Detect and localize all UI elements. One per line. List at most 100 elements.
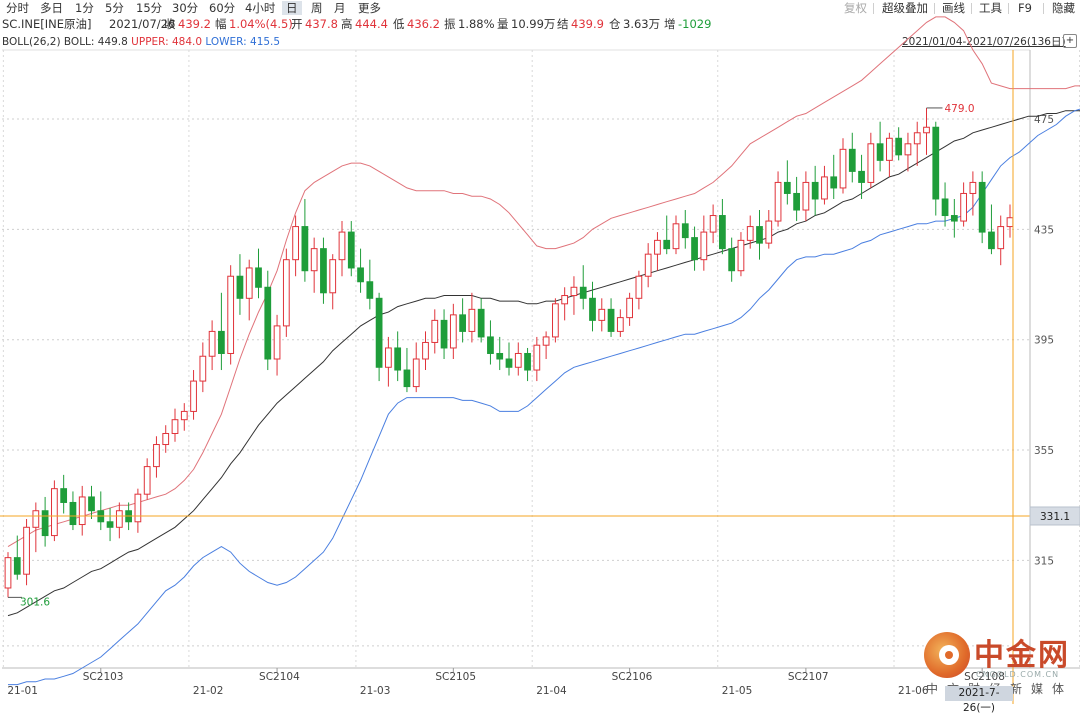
candle-body-down (681, 223, 689, 239)
candle-body-up (208, 330, 216, 357)
candle-body-up (654, 239, 661, 255)
candle-body-down (728, 248, 736, 272)
cursor-date-label: 2021-7-26(一) (945, 686, 1013, 714)
indicator-name[interactable]: BOLL(26,2) (2, 36, 61, 48)
boll-lower-line (8, 108, 1080, 686)
expand-icon[interactable]: + (1063, 34, 1077, 48)
candle-body-up (245, 267, 253, 299)
f9-button[interactable]: F9 (1018, 1, 1032, 15)
period-tab-multiday[interactable]: 多日 (40, 1, 63, 15)
candle-body-up (134, 493, 142, 523)
candle-body-down (941, 198, 949, 217)
x-month-label: 21-04 (536, 685, 567, 697)
draw-button[interactable]: 画线 (942, 1, 965, 15)
candle-body-up (190, 380, 197, 412)
candle-body-up (4, 557, 12, 589)
overlay-button[interactable]: 超级叠加 (882, 1, 928, 15)
candle-body-down (218, 330, 225, 354)
candle-body-down (579, 286, 587, 299)
candle-body-down (950, 215, 958, 222)
candle-body-down (459, 314, 466, 332)
volume-label: 量 (497, 17, 509, 31)
candle-body-down (69, 501, 77, 526)
candle-body-up (227, 275, 235, 354)
candle-body-up (672, 223, 680, 250)
candle-body-up (886, 137, 893, 161)
date-range[interactable]: 2021/01/04-2021/07/26(136日) (902, 36, 1066, 48)
settle-value: 439.9 (571, 17, 604, 31)
indicator-legend: BOLL(26,2) BOLL: 449.8 UPPER: 484.0 LOWE… (2, 36, 280, 48)
watermark-name: 中金网 (974, 638, 1070, 673)
period-tab-30min[interactable]: 30分 (172, 1, 199, 15)
candle-body-up (180, 410, 188, 421)
candle-body-up (552, 303, 559, 338)
candle-body-down (487, 336, 494, 354)
period-tab-intraday[interactable]: 分时 (6, 1, 29, 15)
open-interest-label: 仓 (609, 17, 621, 31)
candle-body-down (394, 347, 402, 371)
x-contract-label: SC2103 (83, 671, 124, 683)
candle-body-down (403, 369, 411, 388)
candle-body-up (514, 352, 522, 368)
candle-body-up (171, 419, 179, 434)
y-tick-label: 395 (1034, 335, 1054, 347)
y-tick-label: 475 (1034, 114, 1054, 126)
candle-body-up (199, 355, 207, 382)
candle-body-up (598, 308, 606, 321)
candle-body-up (709, 215, 717, 233)
candle-body-up (616, 317, 624, 332)
period-tab-weekly[interactable]: 周 (311, 1, 323, 15)
hide-button[interactable]: 隐藏 (1052, 1, 1075, 15)
candle-body-up (23, 526, 30, 575)
period-tab-more[interactable]: 更多 (358, 1, 381, 15)
candle-body-down (858, 170, 865, 183)
boll-value: BOLL: 449.8 (63, 36, 128, 48)
candle-body-down (607, 308, 615, 332)
candle-body-up (700, 231, 708, 261)
open-label: 开 (291, 17, 303, 31)
toolbar-divider (971, 3, 972, 14)
candle-body-down (106, 521, 114, 528)
candle-body-up (449, 314, 457, 349)
upper-value: UPPER: 484.0 (131, 36, 203, 48)
period-tab-60min[interactable]: 60分 (209, 1, 236, 15)
candle-body-down (301, 226, 309, 272)
candle-body-down (347, 231, 355, 269)
candle-body-up (802, 181, 810, 211)
candle-body-down (811, 181, 819, 200)
candle-body-down (366, 281, 374, 299)
candle-body-up (737, 239, 745, 272)
oi-change-value: -1029 (678, 17, 712, 31)
x-contract-label: SC2104 (259, 671, 300, 683)
y-tick-label: 355 (1034, 445, 1054, 457)
period-tab-5min[interactable]: 5分 (105, 1, 124, 15)
toolbar-divider (873, 3, 874, 14)
candle-body-down (236, 275, 244, 299)
x-contract-label: SC2105 (435, 671, 476, 683)
close-value: 439.2 (178, 17, 211, 31)
period-tab-15min[interactable]: 15分 (136, 1, 163, 15)
x-month-label: 21-06 (898, 685, 929, 697)
candle-body-up (1006, 217, 1014, 228)
period-tab-1min[interactable]: 1分 (75, 1, 94, 15)
boll-boll-line (7, 110, 1080, 617)
x-month-label: 21-02 (193, 685, 224, 697)
high-value: 444.4 (355, 17, 388, 31)
candle-body-down (264, 286, 272, 360)
adjust-button[interactable]: 复权 (844, 1, 867, 15)
candle-body-up (904, 143, 912, 156)
candle-body-down (876, 143, 884, 161)
toolbar: 分时 多日 1分 5分 15分 30分 60分 4小时 日 周 月 更多 复权 … (0, 0, 1080, 16)
period-tab-monthly[interactable]: 月 (334, 1, 346, 15)
x-contract-label: SC2106 (612, 671, 653, 683)
period-tab-daily[interactable]: 日 (282, 1, 302, 15)
x-contract-label: SC2108 (964, 671, 1005, 683)
candle-body-down (524, 352, 531, 371)
tools-button[interactable]: 工具 (979, 1, 1002, 15)
period-tab-4hour[interactable]: 4小时 (245, 1, 276, 15)
candle-body-up (143, 466, 151, 495)
candle-body-down (60, 488, 68, 503)
toolbar-divider (934, 3, 935, 14)
low-label: 低 (393, 17, 405, 31)
